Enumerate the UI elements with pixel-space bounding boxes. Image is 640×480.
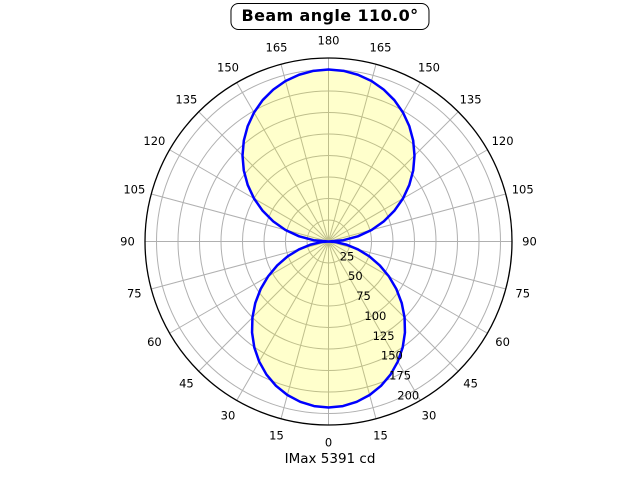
- angle-spoke: [328, 241, 421, 401]
- angle-tick-label: 75: [127, 287, 142, 301]
- angle-tick-label: 150: [418, 60, 440, 74]
- angle-tick-label: 135: [175, 92, 197, 106]
- angle-tick-label: 165: [370, 40, 392, 54]
- angle-tick-label: 150: [217, 60, 239, 74]
- radial-gridline-circle: [242, 155, 415, 328]
- angle-spoke: [236, 241, 329, 401]
- angle-spoke: [280, 241, 329, 419]
- radial-tick-label: 100: [364, 309, 386, 323]
- angle-tick-label: 90: [120, 235, 135, 249]
- angle-spoke: [328, 111, 459, 242]
- angle-spoke: [328, 82, 421, 242]
- angle-tick-label: 60: [495, 335, 510, 349]
- chart-title: Beam angle 110.0°: [241, 6, 419, 25]
- angle-tick-label: 45: [463, 377, 478, 391]
- radial-gridline-circle: [177, 90, 480, 393]
- angle-tick-label: 135: [460, 92, 482, 106]
- angle-spoke: [169, 149, 329, 242]
- angle-spoke: [198, 111, 329, 242]
- radial-gridline-circle: [199, 112, 458, 371]
- radial-gridline-circle: [220, 133, 437, 350]
- angle-tick-label: 15: [373, 429, 388, 443]
- angle-spoke: [151, 193, 329, 242]
- angle-spoke: [328, 64, 377, 242]
- outer-spine-circle: [144, 57, 513, 426]
- chart-title-box: Beam angle 110.0°: [230, 3, 430, 30]
- angle-tick-label: 15: [269, 429, 284, 443]
- imax-label: IMax 5391 cd: [284, 451, 376, 467]
- angle-spoke: [328, 241, 488, 334]
- angle-tick-label: 30: [221, 409, 236, 423]
- radial-gridline-circle: [263, 176, 394, 307]
- angle-spoke: [236, 82, 329, 242]
- intensity-curve: [241, 68, 416, 409]
- radial-tick-label: 150: [381, 349, 403, 363]
- radial-tick-label: 125: [373, 329, 395, 343]
- angle-tick-label: 120: [143, 134, 165, 148]
- angle-tick-label: 90: [522, 235, 537, 249]
- angle-tick-label: 180: [318, 34, 340, 48]
- angle-tick-label: 75: [515, 287, 530, 301]
- angle-tick-label: 60: [147, 335, 162, 349]
- angle-spoke: [198, 241, 329, 372]
- angle-tick-label: 0: [325, 436, 332, 450]
- angle-spoke: [328, 193, 506, 242]
- angle-spoke: [328, 149, 488, 242]
- angle-spoke: [328, 241, 377, 419]
- radial-gridline-circle: [306, 219, 351, 264]
- angle-tick-label: 120: [492, 134, 514, 148]
- angle-spoke: [328, 241, 459, 372]
- angle-tick-label: 105: [123, 183, 145, 197]
- radial-tick-label: 75: [356, 289, 371, 303]
- radial-tick-label: 175: [389, 369, 411, 383]
- angle-spoke: [169, 241, 329, 334]
- angle-tick-label: 105: [512, 183, 534, 197]
- radial-tick-label: 25: [340, 249, 355, 263]
- radial-tick-label: 50: [348, 269, 363, 283]
- angle-tick-label: 165: [266, 40, 288, 54]
- angle-spoke: [280, 64, 329, 242]
- angle-tick-label: 45: [179, 377, 194, 391]
- radial-gridline-circle: [285, 198, 372, 285]
- angle-tick-label: 30: [422, 409, 437, 423]
- radial-tick-label: 200: [397, 388, 419, 402]
